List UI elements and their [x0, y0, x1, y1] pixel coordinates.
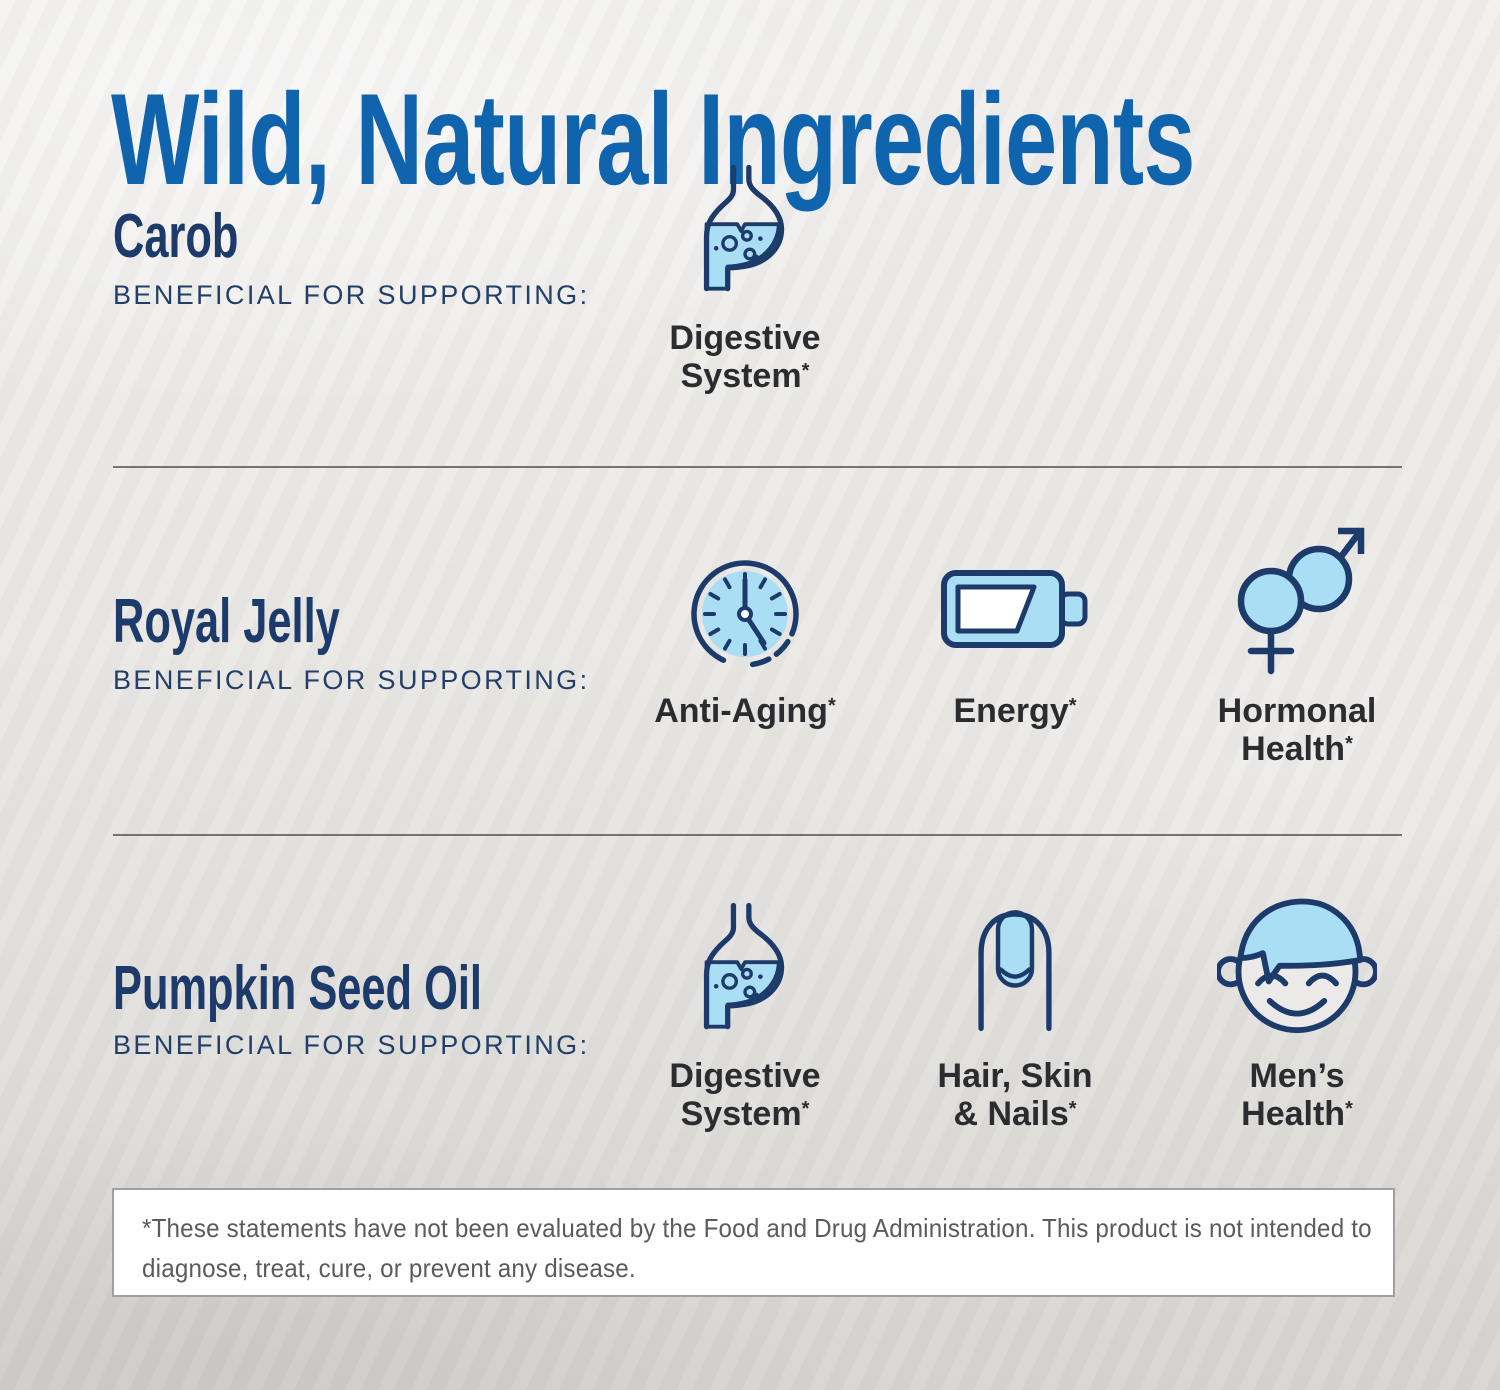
benefit-label: Digestive System* — [669, 319, 820, 395]
benefit-label-line: Energy* — [953, 692, 1077, 730]
benefit-icon-box — [1227, 505, 1367, 675]
asterisk: * — [1345, 732, 1353, 755]
ingredient-tagline: BENEFICIAL FOR SUPPORTING: — [113, 665, 590, 695]
gender-icon — [1237, 527, 1365, 675]
benefit-icon-box — [695, 875, 795, 1040]
fda-disclaimer-box: *These statements have not been evaluate… — [112, 1188, 1395, 1297]
benefit-label: Energy* — [953, 692, 1076, 730]
ingredient-tagline: BENEFICIAL FOR SUPPORTING: — [113, 1030, 590, 1060]
benefit-label: Hormonal Health* — [1218, 692, 1377, 768]
benefit-label-line: Health* — [1241, 1095, 1353, 1133]
stomach-icon — [703, 164, 785, 292]
asterisk: * — [1068, 1097, 1077, 1120]
benefit-label: Men’s Health* — [1241, 1057, 1353, 1133]
benefit-item: Energy* — [880, 505, 1150, 768]
benefit-item: Hormonal Health* — [1162, 505, 1432, 768]
ingredient-section-carob: Carob BENEFICIAL FOR SUPPORTING: Digesti… — [0, 150, 1500, 467]
benefit-label-line: Anti-Aging* — [654, 692, 836, 730]
ingredient-section-royal-jelly: Royal Jelly BENEFICIAL FOR SUPPORTING: A… — [0, 467, 1500, 835]
asterisk: * — [1068, 694, 1077, 717]
asterisk: * — [827, 694, 836, 717]
benefit-icon-box — [684, 505, 806, 675]
benefit-list: Digestive System* — [610, 162, 880, 395]
benefit-label-line: System* — [680, 1095, 810, 1133]
fda-disclaimer-text: *These statements have not been evaluate… — [142, 1213, 1372, 1283]
section-divider — [113, 834, 1402, 836]
benefit-list: Anti-Aging* Energy* Hormonal Health* — [610, 505, 1432, 768]
benefit-icon-box — [695, 162, 795, 302]
benefit-item: Anti-Aging* — [610, 505, 880, 768]
benefit-label-line: Hair, Skin — [937, 1057, 1093, 1095]
benefit-label-line: Men’s — [1249, 1057, 1345, 1095]
battery-icon — [941, 570, 1088, 648]
benefit-item: Hair, Skin & Nails* — [880, 875, 1150, 1133]
ingredient-name: Royal Jelly — [113, 587, 340, 656]
stomach-icon — [703, 902, 785, 1030]
benefit-label: Digestive System* — [669, 1057, 820, 1133]
asterisk: * — [801, 1097, 810, 1120]
benefit-list: Digestive System* Hair, Skin & Nails* Men’… — [610, 875, 1432, 1133]
asterisk: * — [801, 359, 810, 382]
benefit-label-line: Health* — [1241, 730, 1353, 768]
page-title: Wild, Natural Ingredients — [111, 66, 1195, 213]
clock-icon — [691, 560, 799, 668]
benefit-label-line: & Nails* — [953, 1095, 1077, 1133]
benefit-label: Hair, Skin & Nails* — [938, 1057, 1093, 1133]
ingredient-name: Pumpkin Seed Oil — [113, 954, 482, 1023]
ingredient-section-pumpkin-seed-oil: Pumpkin Seed Oil BENEFICIAL FOR SUPPORTI… — [0, 835, 1500, 1185]
benefit-item: Digestive System* — [610, 162, 880, 395]
face-icon — [1217, 898, 1377, 1034]
benefit-label-line: Digestive — [669, 1057, 821, 1095]
ingredient-tagline: BENEFICIAL FOR SUPPORTING: — [113, 280, 590, 310]
benefit-icon-box — [940, 505, 1090, 675]
benefit-label-line: Hormonal — [1217, 692, 1377, 730]
ingredient-name: Carob — [113, 202, 239, 271]
asterisk: * — [1345, 1097, 1353, 1120]
benefit-item: Men’s Health* — [1162, 875, 1432, 1133]
benefit-label: Anti-Aging* — [654, 692, 836, 730]
benefit-icon-box — [965, 875, 1065, 1040]
benefit-label-line: System* — [680, 357, 810, 395]
benefit-icon-box — [1217, 875, 1377, 1040]
benefit-label-line: Digestive — [669, 319, 821, 357]
fingernail-icon — [978, 910, 1052, 1032]
section-divider — [113, 466, 1402, 468]
benefit-item: Digestive System* — [610, 875, 880, 1133]
